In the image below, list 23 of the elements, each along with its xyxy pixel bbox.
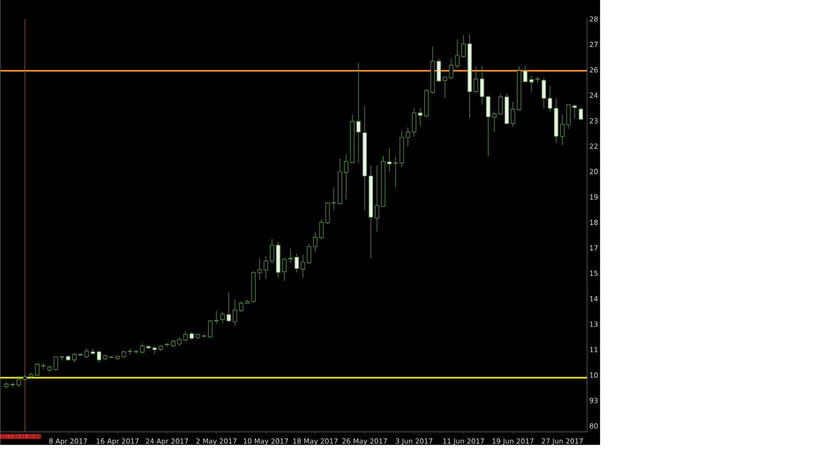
candlestick (41, 362, 46, 370)
candlestick (542, 78, 546, 109)
candlestick (128, 348, 132, 355)
candlestick (10, 382, 15, 388)
candlestick (270, 238, 274, 264)
candlestick (374, 165, 380, 232)
candlestick (232, 299, 238, 327)
candlestick (202, 334, 206, 338)
candlestick (288, 248, 293, 264)
candlestick (393, 156, 398, 188)
candlestick (510, 102, 516, 128)
candlestick (164, 342, 170, 348)
candlestick (566, 104, 571, 130)
candlestick (96, 350, 102, 363)
candlestick (183, 330, 188, 342)
candlestick (548, 86, 552, 112)
candlestick (60, 356, 64, 362)
candlestick (529, 75, 534, 93)
candlestick (578, 106, 584, 121)
candlestick (461, 34, 466, 58)
candlestick (356, 62, 361, 164)
candlestick (572, 104, 577, 118)
candlestick (480, 66, 484, 106)
